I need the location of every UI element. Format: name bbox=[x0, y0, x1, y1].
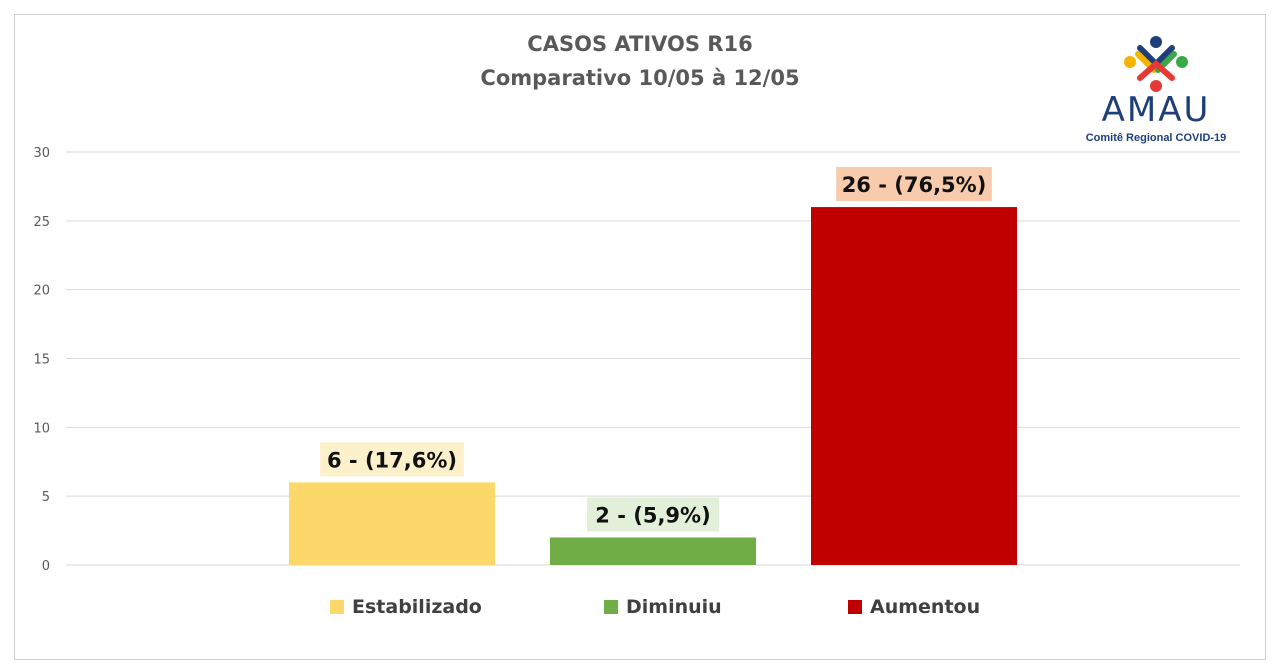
y-tick-label: 25 bbox=[33, 215, 50, 230]
y-tick-label: 5 bbox=[42, 490, 50, 505]
legend-label: Estabilizado bbox=[352, 596, 482, 618]
legend-swatch bbox=[604, 600, 618, 614]
legend-item: Aumentou bbox=[848, 596, 980, 618]
chart-subtitle: Comparativo 10/05 à 12/05 bbox=[480, 66, 800, 90]
amau-logo: AMAU Comitê Regional COVID-19 bbox=[1068, 34, 1244, 146]
data-label-bg bbox=[836, 167, 992, 202]
data-label: 6 - (17,6%) bbox=[327, 448, 457, 472]
data-label: 2 - (5,9%) bbox=[595, 503, 710, 527]
legend-swatch bbox=[848, 600, 862, 614]
logo-text: AMAU bbox=[1101, 90, 1211, 130]
data-label-bg bbox=[320, 442, 464, 477]
data-label: 26 - (76,5%) bbox=[842, 173, 987, 197]
legend-label: Diminuiu bbox=[626, 596, 722, 618]
logo-emblem-icon bbox=[1124, 36, 1188, 92]
bar bbox=[811, 207, 1017, 566]
bar bbox=[550, 537, 756, 565]
chart-legend: Estabilizado Diminuiu Aumentou bbox=[0, 596, 1280, 626]
legend-item: Estabilizado bbox=[330, 596, 482, 618]
legend-label: Aumentou bbox=[870, 596, 981, 618]
y-tick-label: 0 bbox=[42, 559, 50, 574]
logo-subtitle: Comitê Regional COVID-19 bbox=[1085, 132, 1227, 144]
bar bbox=[289, 482, 495, 565]
y-tick-label: 30 bbox=[33, 146, 50, 161]
data-label-bg bbox=[587, 497, 719, 532]
legend-swatch bbox=[330, 600, 344, 614]
y-tick-label: 10 bbox=[33, 421, 50, 436]
chart-title: CASOS ATIVOS R16 bbox=[527, 32, 753, 56]
y-tick-label: 20 bbox=[33, 284, 50, 299]
legend-item: Diminuiu bbox=[604, 596, 722, 618]
y-tick-label: 15 bbox=[33, 353, 50, 368]
